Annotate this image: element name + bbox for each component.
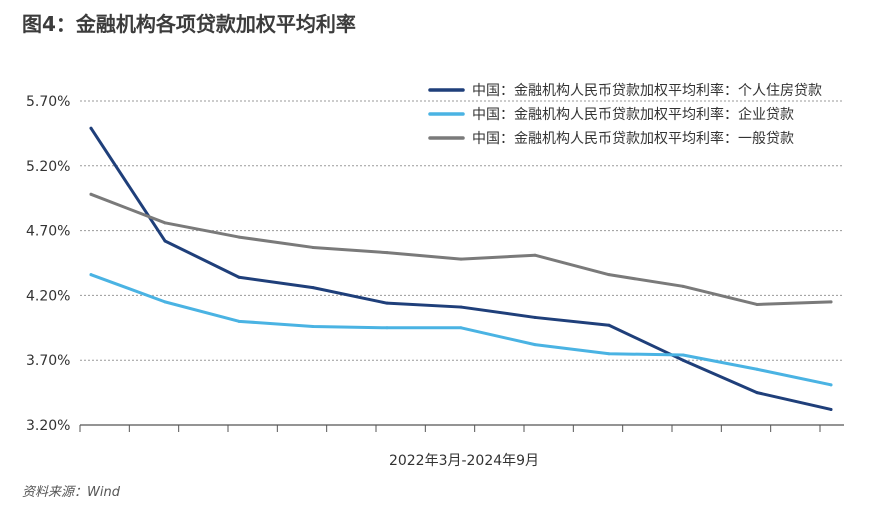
data-point bbox=[755, 367, 759, 371]
y-tick-label: 4.70% bbox=[26, 224, 70, 240]
data-point bbox=[459, 305, 463, 309]
legend-entry: 中国：金融机构人民币贷款加权平均利率：一般贷款 bbox=[472, 130, 794, 147]
data-point bbox=[385, 326, 389, 330]
data-point bbox=[385, 301, 389, 305]
data-point bbox=[829, 407, 833, 411]
x-axis bbox=[79, 424, 844, 432]
legend-entry: 中国：金融机构人民币贷款加权平均利率：个人住房贷款 bbox=[472, 82, 822, 99]
data-point bbox=[533, 253, 537, 257]
data-point bbox=[89, 273, 93, 277]
data-point bbox=[311, 245, 315, 249]
legend-entry: 中国：金融机构人民币贷款加权平均利率：企业贷款 bbox=[472, 106, 794, 123]
x-axis-label: 2022年3月-2024年9月 bbox=[389, 453, 539, 469]
data-point bbox=[89, 126, 93, 130]
data-point bbox=[163, 300, 167, 304]
data-point bbox=[533, 315, 537, 319]
chart-title: 图4：金融机构各项贷款加权平均利率 bbox=[22, 12, 356, 36]
legend: 中国：金融机构人民币贷款加权平均利率：个人住房贷款中国：金融机构人民币贷款加权平… bbox=[428, 82, 822, 147]
y-tick-label: 3.70% bbox=[26, 353, 70, 369]
data-point bbox=[237, 319, 241, 323]
data-point bbox=[163, 221, 167, 225]
data-point bbox=[385, 251, 389, 255]
data-point bbox=[829, 383, 833, 387]
data-point bbox=[533, 343, 537, 347]
data-point bbox=[237, 275, 241, 279]
source-note: 资料来源：Wind bbox=[22, 485, 120, 500]
y-axis: 3.20% 3.70% 4.20% 4.70% 5.20% 5.70% bbox=[26, 94, 70, 434]
series-line-3 bbox=[89, 192, 833, 306]
data-point bbox=[311, 325, 315, 329]
data-point bbox=[607, 323, 611, 327]
data-point bbox=[755, 391, 759, 395]
data-point bbox=[459, 326, 463, 330]
series-line-1 bbox=[89, 126, 833, 411]
data-point bbox=[681, 284, 685, 288]
y-tick-label: 5.70% bbox=[26, 94, 70, 110]
y-tick-label: 5.20% bbox=[26, 159, 70, 175]
data-point bbox=[829, 300, 833, 304]
series-line-2 bbox=[89, 273, 833, 387]
y-tick-label: 4.20% bbox=[26, 288, 70, 304]
series-group bbox=[89, 126, 833, 411]
data-point bbox=[607, 352, 611, 356]
data-point bbox=[681, 353, 685, 357]
data-point bbox=[163, 239, 167, 243]
data-point bbox=[237, 235, 241, 239]
y-tick-label: 3.20% bbox=[26, 418, 70, 434]
data-point bbox=[607, 273, 611, 277]
data-point bbox=[311, 286, 315, 290]
data-point bbox=[681, 358, 685, 362]
data-point bbox=[755, 302, 759, 306]
data-point bbox=[89, 192, 93, 196]
data-point bbox=[459, 257, 463, 261]
